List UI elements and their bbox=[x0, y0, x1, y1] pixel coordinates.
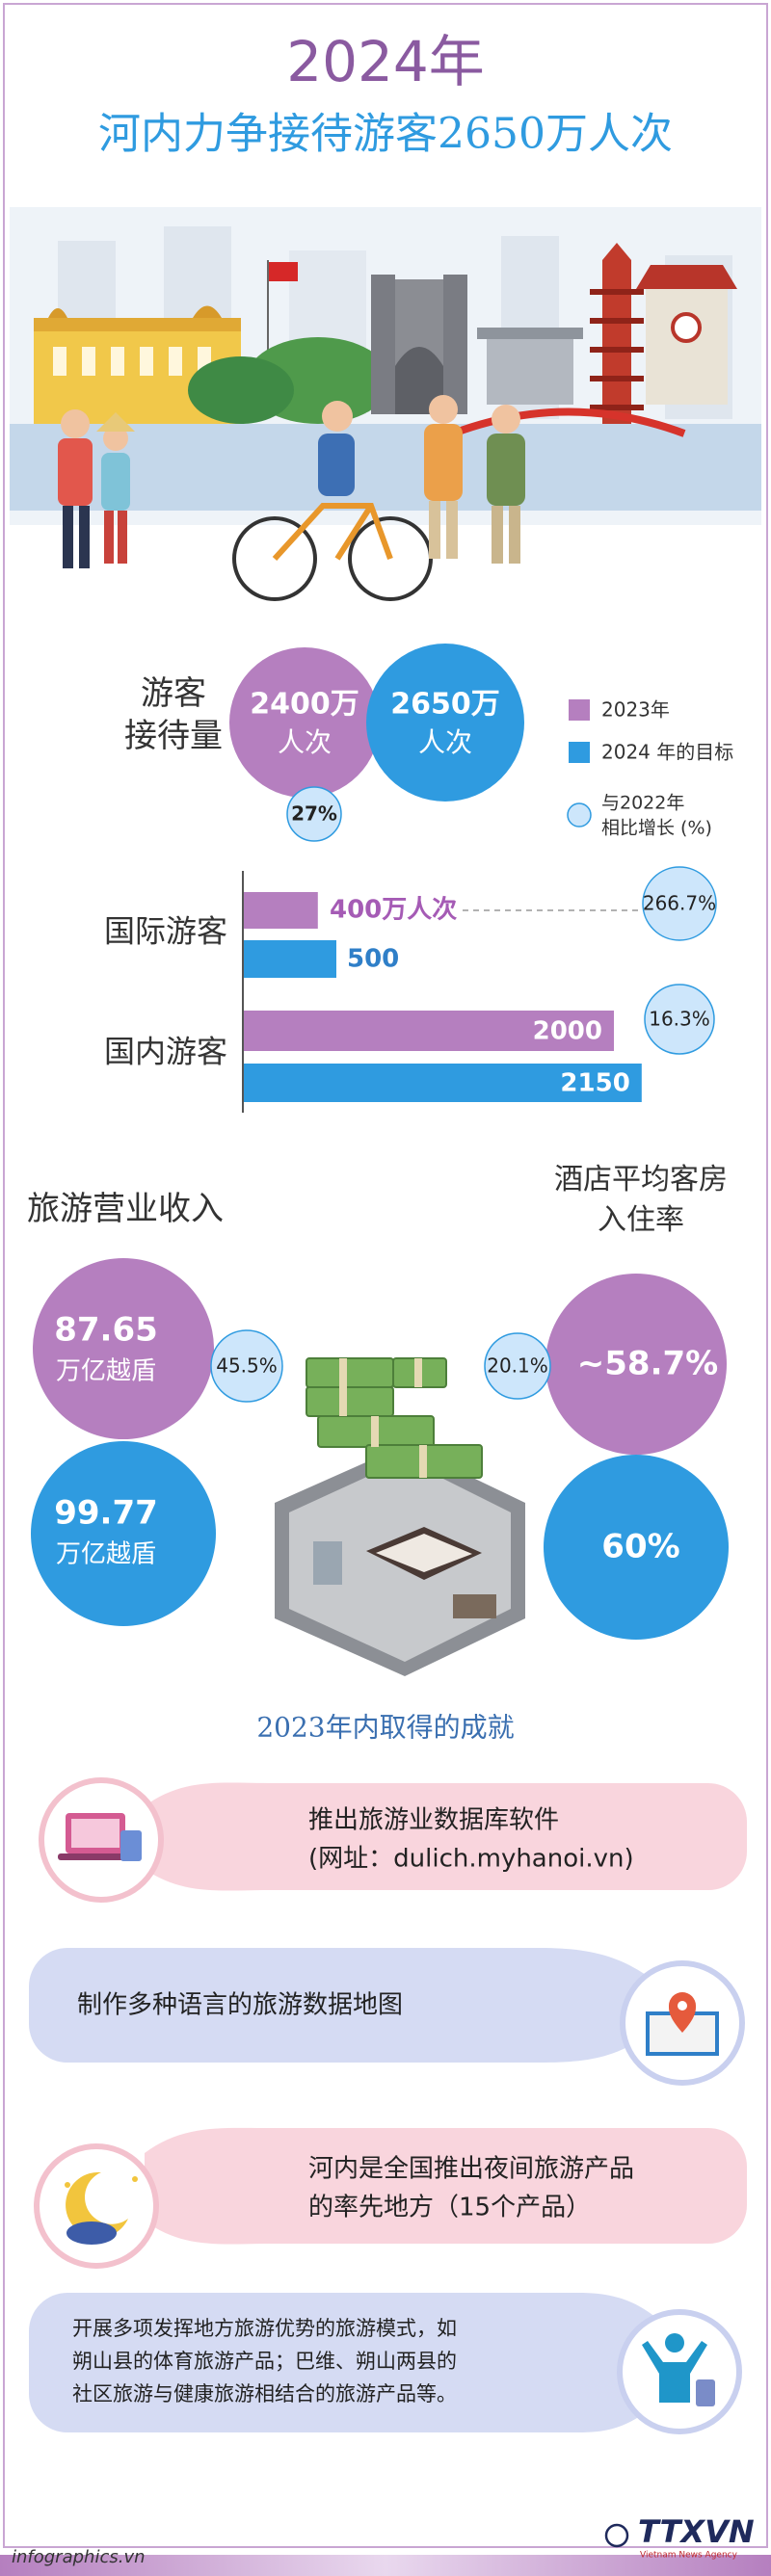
visitors-2023: 2400万 bbox=[250, 688, 359, 722]
bar-growth: 16.3% bbox=[649, 1008, 710, 1031]
bar-value-label: 400万人次 bbox=[330, 896, 457, 925]
bar-value-label: 500 bbox=[347, 945, 399, 974]
occupancy-2023-circle bbox=[545, 1274, 727, 1455]
growth-circle bbox=[484, 1332, 551, 1400]
visitors-label: 游客 bbox=[141, 674, 206, 713]
footer-bar bbox=[0, 2555, 771, 2576]
achievement-text: 的率先地方（15个产品） bbox=[308, 2194, 591, 2222]
frame bbox=[3, 3, 768, 2548]
revenue-title: 旅游营业收入 bbox=[27, 1190, 224, 1228]
bar-category: 国际游客 bbox=[104, 913, 227, 950]
growth-circle bbox=[210, 1329, 283, 1403]
revenue-2023: 87.65 bbox=[54, 1311, 158, 1350]
growth-circle bbox=[642, 866, 717, 941]
achievement-text: 推出旅游业数据库软件 bbox=[308, 1806, 559, 1835]
achievement-text: 开展多项发挥地方旅游优势的旅游模式，如 bbox=[72, 2317, 457, 2340]
occupancy-title: 入住率 bbox=[598, 1203, 684, 1237]
legend-label: 相比增长 (%) bbox=[601, 818, 712, 839]
circle-2023 bbox=[229, 647, 380, 798]
revenue-2024-circle bbox=[31, 1441, 216, 1626]
visitors-2023-unit: 人次 bbox=[278, 726, 332, 758]
footer-logo: TTXVN bbox=[638, 2513, 755, 2550]
achievement-card bbox=[29, 2293, 655, 2432]
bar bbox=[244, 892, 318, 929]
achievement-text: 河内是全国推出夜间旅游产品 bbox=[308, 2155, 634, 2184]
achievement-text: (网址：dulich.myhanoi.vn) bbox=[308, 1845, 634, 1874]
visitors-2024-unit: 人次 bbox=[418, 726, 472, 758]
bar bbox=[244, 1064, 642, 1102]
growth-circle bbox=[286, 786, 342, 842]
bar-growth: 266.7% bbox=[643, 892, 716, 915]
occupancy-2024: 60% bbox=[601, 1528, 679, 1566]
achievement-text: 朔山县的体育旅游产品；巴维、朔山两县的 bbox=[72, 2350, 457, 2373]
revenue-2024: 99.77 bbox=[54, 1494, 158, 1533]
achievement-text: 社区旅游与健康旅游相结合的旅游产品等。 bbox=[72, 2382, 457, 2405]
legend-label: 2023年 bbox=[601, 698, 670, 722]
hotel-illustration bbox=[275, 1357, 525, 1676]
achievement-card bbox=[145, 1782, 747, 1891]
visitors-2024: 2650万 bbox=[390, 688, 500, 722]
revenue-unit: 万亿越盾 bbox=[56, 1357, 156, 1386]
bar bbox=[244, 940, 336, 978]
moon-icon bbox=[65, 2171, 138, 2245]
bar-category: 国内游客 bbox=[104, 1034, 227, 1070]
bar bbox=[244, 1011, 614, 1051]
icon-circle bbox=[34, 2143, 159, 2269]
visitors-growth: 27% bbox=[291, 802, 337, 826]
legend-label: 2024 年的目标 bbox=[601, 741, 733, 764]
footer-agency: Vietnam News Agency bbox=[640, 2551, 738, 2561]
occupancy-2023: ~58.7% bbox=[577, 1345, 718, 1383]
bar-value-label: 2000 bbox=[533, 1017, 602, 1046]
visitors-label: 接待量 bbox=[124, 717, 223, 755]
occupancy-growth: 20.1% bbox=[487, 1354, 548, 1378]
person-icon bbox=[642, 2333, 715, 2406]
map-icon bbox=[646, 1992, 719, 2056]
main-title: 河内力争接待游客2650万人次 bbox=[98, 110, 673, 159]
achievement-card bbox=[29, 1948, 646, 2063]
occupancy-2024-circle bbox=[544, 1455, 729, 1640]
growth-circle bbox=[644, 984, 715, 1055]
revenue-growth: 45.5% bbox=[216, 1354, 278, 1378]
legend-label: 与2022年 bbox=[601, 793, 684, 814]
footer-site: infographics.vn bbox=[12, 2547, 146, 2567]
revenue-2023-circle bbox=[33, 1258, 214, 1439]
achievements-title: 2023年内取得的成就 bbox=[256, 1712, 514, 1744]
achievement-text: 制作多种语言的旅游数据地图 bbox=[77, 1991, 403, 2020]
city-illustration bbox=[10, 207, 761, 601]
legend-swatch bbox=[569, 742, 590, 763]
legend-swatch bbox=[569, 699, 590, 721]
copyright-icon bbox=[604, 2523, 629, 2548]
achievement-card bbox=[145, 2127, 747, 2245]
laptop-icon bbox=[58, 1813, 142, 1861]
bar-value-label: 2150 bbox=[560, 1069, 629, 1098]
legend-swatch bbox=[567, 802, 592, 828]
revenue-unit: 万亿越盾 bbox=[56, 1540, 156, 1569]
occupancy-title: 酒店平均客房 bbox=[554, 1163, 728, 1196]
year-title: 2024年 bbox=[286, 29, 485, 94]
circle-2024 bbox=[366, 644, 524, 802]
